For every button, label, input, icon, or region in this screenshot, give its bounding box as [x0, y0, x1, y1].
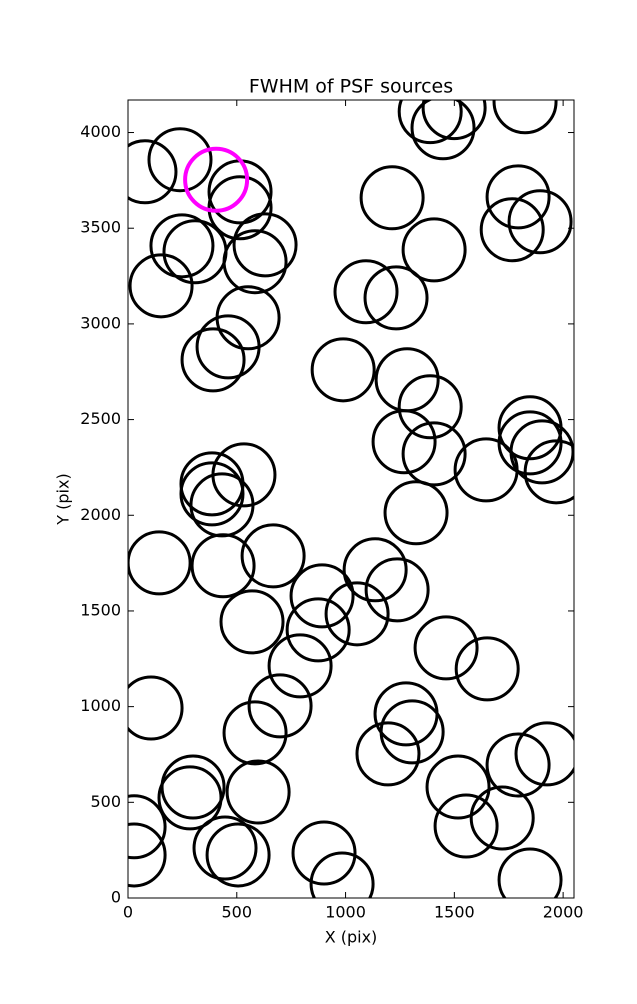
y-tick-label: 2000 — [80, 505, 121, 524]
source-circle — [128, 253, 194, 319]
y-axis-label: Y (pix) — [54, 473, 73, 525]
source-circle — [485, 164, 551, 230]
source-circle — [232, 212, 298, 278]
x-tick-label: 2000 — [543, 903, 584, 922]
source-circle — [383, 480, 449, 546]
source-circle — [497, 847, 563, 898]
source-circle — [157, 765, 223, 831]
source-circle — [514, 721, 574, 787]
source-circle — [222, 229, 288, 295]
source-circle — [371, 409, 437, 475]
source-circle — [179, 461, 245, 527]
source-circle — [128, 822, 167, 888]
y-tick-label: 0 — [111, 888, 121, 907]
source-circle — [207, 175, 273, 241]
x-tick-label: 0 — [123, 903, 133, 922]
source-circle — [523, 439, 574, 505]
source-circle — [397, 100, 463, 145]
source-circle — [497, 410, 563, 476]
source-circle — [310, 337, 376, 403]
x-axis-label: X (pix) — [325, 928, 378, 947]
source-circle — [433, 793, 499, 859]
source-circle — [374, 347, 440, 413]
y-tick-label: 500 — [90, 792, 121, 811]
y-tick-label: 1500 — [80, 600, 121, 619]
source-circle — [149, 213, 215, 279]
source-circle — [364, 557, 430, 623]
y-tick-label: 2500 — [80, 409, 121, 428]
source-circle — [247, 673, 313, 739]
source-circle — [128, 139, 178, 205]
source-circle — [128, 530, 192, 596]
source-circle — [454, 636, 520, 702]
source-circle — [509, 419, 574, 485]
source-circle — [507, 189, 573, 255]
source-circle — [421, 100, 487, 141]
y-tick-label: 3500 — [80, 218, 121, 237]
source-circle — [379, 699, 445, 765]
x-tick-label: 1000 — [325, 903, 366, 922]
source-circle — [309, 851, 375, 898]
source-circle — [401, 217, 467, 283]
source-circle — [291, 820, 357, 886]
source-circle — [479, 197, 545, 263]
source-circle — [469, 785, 535, 851]
source-circle — [289, 563, 355, 629]
source-circle — [342, 537, 408, 603]
source-circle — [355, 721, 421, 787]
source-circle — [333, 259, 399, 325]
source-circle — [195, 314, 261, 380]
source-circle — [183, 146, 250, 213]
y-tick-label: 4000 — [80, 122, 121, 141]
x-tick-label: 1500 — [434, 903, 475, 922]
source-circle — [413, 615, 479, 681]
source-circle — [492, 100, 558, 135]
source-circle — [267, 633, 333, 699]
source-circle — [359, 165, 425, 231]
source-circle — [225, 759, 291, 825]
source-circle — [401, 421, 467, 487]
axes-frame — [127, 99, 575, 899]
source-circle — [147, 127, 213, 193]
source-circle — [219, 589, 285, 655]
source-circle — [363, 265, 429, 331]
source-circle — [373, 681, 439, 747]
source-circle — [410, 100, 476, 161]
source-circle — [160, 754, 226, 820]
source-circle — [180, 327, 246, 393]
plot-area — [128, 100, 574, 898]
source-circle — [324, 581, 390, 647]
source-circle — [128, 794, 167, 860]
source-circle — [485, 732, 551, 798]
chart-title: FWHM of PSF sources — [249, 76, 453, 98]
source-circle — [222, 700, 288, 766]
source-circle — [215, 285, 281, 351]
source-circle — [425, 754, 491, 820]
source-circle — [497, 395, 563, 461]
source-circle — [205, 822, 271, 888]
source-circle — [192, 815, 258, 881]
y-tick-label: 3000 — [80, 313, 121, 332]
x-tick-label: 500 — [222, 903, 253, 922]
source-circle — [285, 597, 351, 663]
source-circle — [190, 533, 256, 599]
source-circle — [397, 374, 463, 440]
source-circle — [240, 523, 306, 589]
source-circle — [128, 675, 184, 741]
y-tick-label: 1000 — [80, 696, 121, 715]
